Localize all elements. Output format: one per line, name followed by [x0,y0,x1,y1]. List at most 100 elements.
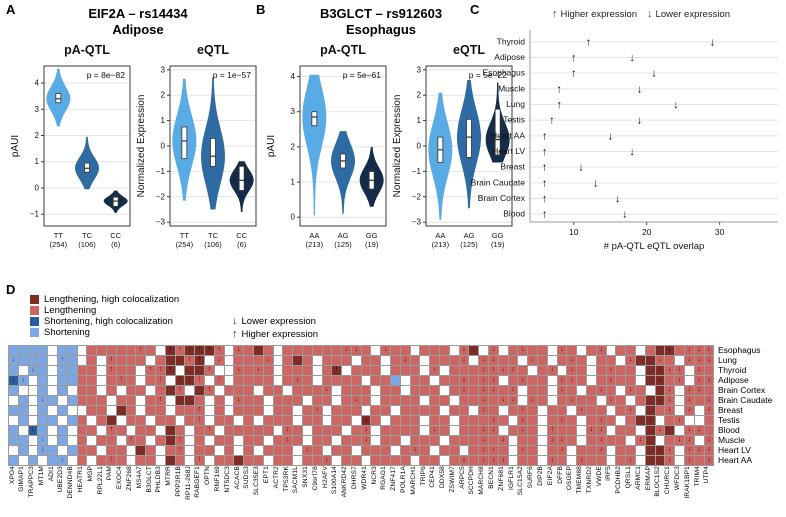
heatmap-cell: ↓ [675,416,684,425]
heatmap-cell [165,386,175,395]
heatmap-cell [214,456,224,465]
heatmap-cell [322,366,332,375]
heatmap-gene-label: HEATR1 [77,466,84,493]
heatmap-cell [136,436,146,445]
heatmap-cell [410,366,420,375]
svg-text:1: 1 [417,116,422,125]
heatmap-cell [18,366,28,375]
heatmap-cell [126,406,136,415]
heatmap-cell [146,386,155,395]
heatmap-cell: ↓ [694,366,704,375]
heatmap-cell [253,346,263,355]
heatmap-cell: ↓ [557,386,567,395]
heatmap-cell [48,386,57,395]
heatmap-cell [263,366,273,375]
heatmap-cell [400,446,410,455]
svg-text:↑: ↑ [571,68,577,80]
heatmap-cell [67,386,77,395]
heatmap-cell [626,436,635,445]
heatmap-cell [273,436,283,445]
heatmap-cell [616,426,626,435]
heatmap-cell: ↓ [596,446,606,455]
svg-text:eQTL: eQTL [197,43,229,57]
heatmap-cell [616,406,626,415]
heatmap-cell [322,436,332,445]
heatmap-cell [322,406,332,415]
heatmap-cell: ↑ [204,426,214,435]
heatmap-cell [283,406,293,415]
heatmap-cell [302,396,312,405]
heatmap-cell: ↓ [518,346,528,355]
heatmap-cell [293,416,302,425]
heatmap-cell [361,356,371,365]
heatmap-cell [38,406,48,415]
heatmap-cell [645,446,655,455]
violin-svg: pA-QTL AA(213) AG(125) GG(19) 0 1 2 3 4 pAUI p = 5… [266,43,387,249]
heatmap-cell [146,376,155,385]
heatmap-cell [391,436,400,445]
heatmap-cell [498,346,508,355]
heatmap-cell [312,396,322,405]
heatmap-cell: ↓ [665,396,675,405]
svg-text:(213): (213) [432,240,450,249]
heatmap-cell: ↓ [498,436,508,445]
panel-c-label: C [470,2,480,17]
heatmap-cell [636,456,645,465]
heatmap-cell [273,446,283,455]
heatmap-cell [528,456,538,465]
heatmap-gene-label: IGFLR1 [507,466,515,490]
heatmap-cell [155,436,165,445]
heatmap-cell [381,366,391,375]
heatmap-cell [332,376,342,385]
heatmap-cell: ↓ [479,456,489,465]
heatmap-cell [645,426,655,435]
heatmap-cell [528,386,538,395]
heatmap-cell [116,446,126,455]
svg-text:↓: ↓ [629,52,635,64]
heatmap-cell [283,386,293,395]
violin-svg: eQTL TT(254) TC(106) CC(6) −3 −2 −1 0 1 2 3 Normali… [136,43,257,249]
heatmap-cell [371,416,381,425]
heatmap-cell [332,416,342,425]
heatmap-cell [18,346,28,355]
heatmap-cell [449,386,459,395]
svg-text:4: 4 [291,72,296,81]
heatmap-cell [214,436,224,445]
heatmap-cell: ↓ [704,376,714,385]
heatmap-cell [508,416,518,425]
heatmap-cell [430,396,440,405]
heatmap-cell [28,456,38,465]
svg-text:Heart AA: Heart AA [491,130,525,140]
heatmap-gene-label: RP11-268J [184,466,192,500]
heatmap-cell: ↓ [626,356,635,365]
heatmap-cell [165,396,175,405]
svg-text:GG: GG [492,231,504,240]
heatmap-cell [136,396,146,405]
heatmap-cell: ↓ [567,396,577,405]
heatmap-gene-label: ANKRD42 [341,466,349,498]
heatmap-cell [165,406,175,415]
heatmap-cell [126,456,136,465]
heatmap-cell: ↓ [489,366,498,375]
heatmap-gene-label: ARPC5 [458,466,466,489]
svg-text:TT: TT [180,231,190,240]
heatmap-cell [165,446,175,455]
heatmap-cell [577,356,587,365]
heatmap-cell [675,356,684,365]
heatmap-cell [391,446,400,455]
heatmap-cell: ↓ [342,346,351,355]
heatmap-cell [263,396,273,405]
heatmap-cell [616,356,626,365]
heatmap-cell [587,386,596,395]
heatmap-cell [538,376,547,385]
heatmap-cell [675,386,684,395]
heatmap-cell [293,386,302,395]
heatmap-cell [577,436,587,445]
heatmap-cell [616,456,626,465]
heatmap-cell: ↓ [655,446,665,455]
heatmap-cell [459,436,469,445]
heatmap-cell [97,426,106,435]
heatmap-cell [146,356,155,365]
heatmap-cell: ↓ [655,396,665,405]
heatmap-cell [126,376,136,385]
